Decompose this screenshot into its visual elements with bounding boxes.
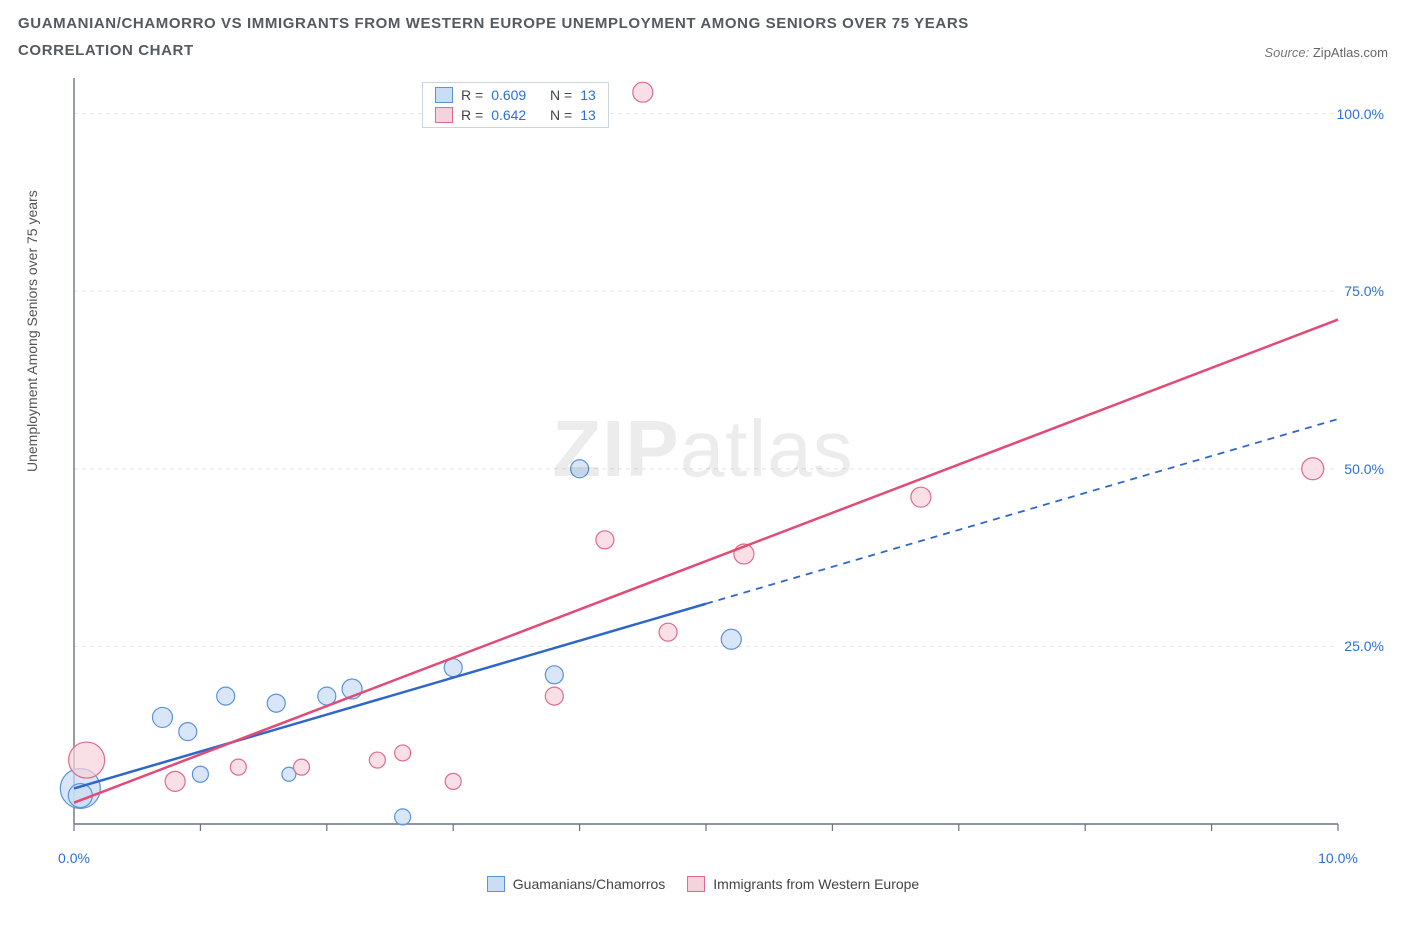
legend-item: Guamanians/Chamorros xyxy=(487,876,666,892)
chart-svg xyxy=(18,72,1388,892)
y-tick-label: 75.0% xyxy=(1344,283,1384,299)
source-label: Source: xyxy=(1264,45,1309,60)
legend-item: Immigrants from Western Europe xyxy=(687,876,919,892)
stat-n-label: N = xyxy=(550,107,572,123)
legend-label: Immigrants from Western Europe xyxy=(713,876,919,892)
legend-label: Guamanians/Chamorros xyxy=(513,876,666,892)
title-line-2: CORRELATION CHART xyxy=(18,37,1264,64)
stat-n-value: 13 xyxy=(580,107,596,123)
stat-r-value: 0.642 xyxy=(491,107,526,123)
title-block: GUAMANIAN/CHAMORRO VS IMMIGRANTS FROM WE… xyxy=(18,10,1264,64)
y-axis-title: Unemployment Among Seniors over 75 years xyxy=(24,190,40,472)
chart-header: GUAMANIAN/CHAMORRO VS IMMIGRANTS FROM WE… xyxy=(18,10,1388,64)
stat-n-label: N = xyxy=(550,87,572,103)
title-line-1: GUAMANIAN/CHAMORRO VS IMMIGRANTS FROM WE… xyxy=(18,10,1264,37)
x-tick-label: 10.0% xyxy=(1318,850,1358,866)
legend-swatch xyxy=(435,107,453,123)
legend-swatch xyxy=(487,876,505,892)
y-tick-label: 50.0% xyxy=(1344,461,1384,477)
correlation-stats-legend: R = 0.609 N = 13R = 0.642 N = 13 xyxy=(422,82,609,128)
legend-stat-row: R = 0.609 N = 13 xyxy=(423,85,608,105)
legend-swatch xyxy=(435,87,453,103)
source-attribution: Source: ZipAtlas.com xyxy=(1264,45,1388,64)
y-tick-label: 100.0% xyxy=(1337,106,1384,122)
legend-swatch xyxy=(687,876,705,892)
source-name: ZipAtlas.com xyxy=(1313,45,1388,60)
stat-r-value: 0.609 xyxy=(491,87,526,103)
stat-n-value: 13 xyxy=(580,87,596,103)
series-legend: Guamanians/Chamorros Immigrants from West… xyxy=(18,876,1388,892)
stat-r-label: R = xyxy=(461,107,483,123)
legend-stat-row: R = 0.642 N = 13 xyxy=(423,105,608,125)
x-tick-label: 0.0% xyxy=(58,850,90,866)
stat-r-label: R = xyxy=(461,87,483,103)
correlation-chart: ZIPatlas R = 0.609 N = 13R = 0.642 N = 1… xyxy=(18,72,1388,892)
y-tick-label: 25.0% xyxy=(1344,638,1384,654)
